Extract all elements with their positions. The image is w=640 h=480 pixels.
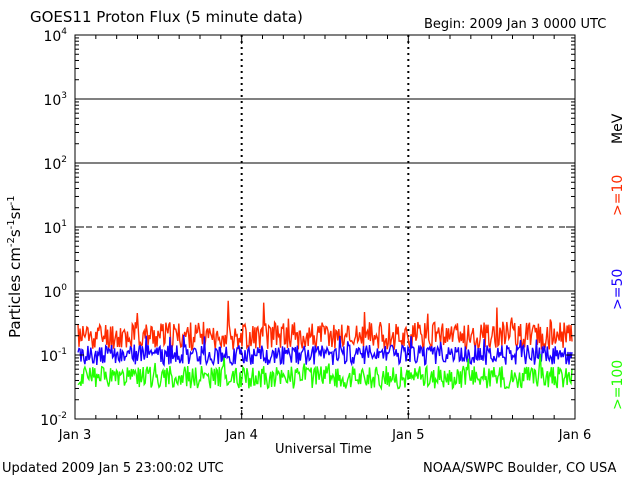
y-tick-exponent: 3 [61,91,67,101]
legend-ge10: >=10 [610,174,626,216]
y-tick-exponent: 0 [61,283,67,293]
y-tick-base: 10 [43,285,61,301]
y-axis-label-part: -2 [6,237,17,248]
begin-date-label: Begin: 2009 Jan 3 0000 UTC [424,17,607,32]
x-tick-label: Jan 3 [58,428,91,443]
legend-ge100: >=100 [610,359,626,410]
credit-label: NOAA/SWPC Boulder, CO USA [423,461,617,476]
x-tick-label: Jan 5 [391,428,424,443]
y-tick-label: 104 [43,27,67,45]
chart-title: GOES11 Proton Flux (5 minute data) [30,8,303,26]
y-axis-label-part: sr [6,205,24,220]
y-tick-base: 10 [43,157,61,173]
series-line-1 [77,334,573,368]
y-tick-label: 100 [43,283,67,301]
y-tick-label: 103 [43,91,67,109]
y-tick-exponent: -1 [58,347,67,357]
y-tick-label: 10-2 [40,411,67,429]
y-tick-exponent: 1 [61,219,67,229]
y-axis-label: Particles cm-2s-1sr-1 [6,195,24,338]
y-tick-label: 10-1 [40,347,67,365]
y-tick-base: 10 [43,29,61,45]
x-tick-label: Jan 6 [558,428,591,443]
series-line-2 [77,353,573,391]
y-tick-exponent: -2 [58,411,67,421]
x-axis-label: Universal Time [275,442,372,457]
y-tick-base: 10 [43,93,61,109]
y-axis-label-part: s [6,229,24,238]
x-tick-label: Jan 4 [224,428,257,443]
series-line-0 [77,300,573,352]
unit-label-mev: MeV [610,113,626,144]
y-axis-label-part: Particles cm [6,247,24,338]
y-axis-label-part: -1 [6,219,17,230]
y-tick-base: 10 [43,221,61,237]
y-axis-label-part: -1 [6,195,17,206]
y-tick-exponent: 2 [61,155,67,165]
y-tick-base: 10 [40,349,58,365]
plot-frame [74,34,576,420]
legend-ge50: >=50 [610,268,626,310]
y-tick-exponent: 4 [61,27,67,37]
y-tick-label: 102 [43,155,67,173]
y-tick-label: 101 [43,219,67,237]
y-tick-base: 10 [40,413,58,429]
updated-timestamp: Updated 2009 Jan 5 23:00:02 UTC [2,461,224,476]
